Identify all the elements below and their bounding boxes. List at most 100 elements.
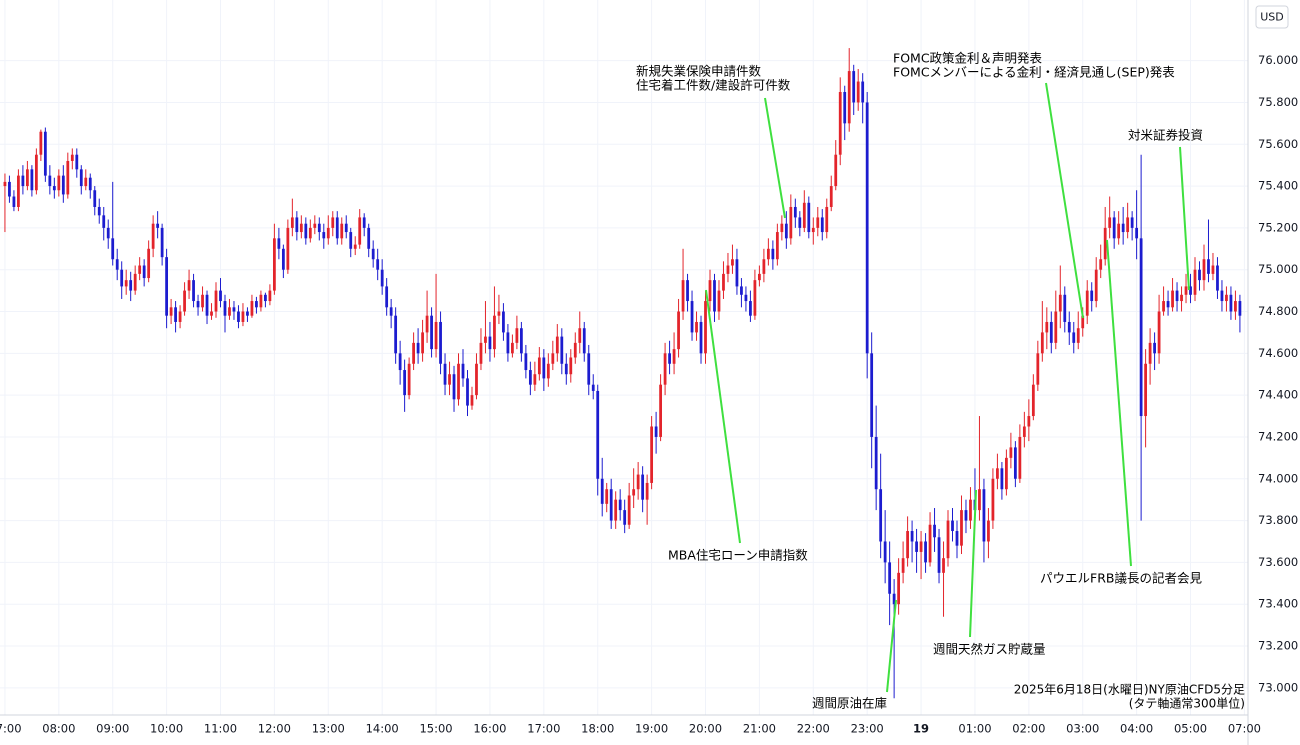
candle-body	[48, 175, 52, 187]
x-tick-label: 11:00	[204, 722, 237, 736]
y-tick-label: 74.000	[1258, 471, 1298, 485]
candle-body	[475, 363, 478, 396]
candle-body	[75, 154, 79, 170]
candle-body	[30, 169, 34, 191]
candle-body	[268, 290, 272, 302]
candle-body	[519, 328, 523, 354]
candle-body	[1072, 332, 1076, 343]
candle-body	[1220, 290, 1224, 302]
y-tick-label: 75.000	[1258, 262, 1298, 276]
y-tick-label: 75.400	[1258, 179, 1298, 193]
y-tick-label: 75.600	[1258, 137, 1298, 151]
candle-body	[479, 342, 483, 364]
candle-body	[106, 227, 110, 239]
candle-body	[856, 81, 860, 103]
candle-body	[183, 290, 186, 312]
candle-body	[829, 186, 833, 207]
candle-body	[385, 286, 389, 308]
x-tick-label: 21:00	[743, 722, 776, 736]
candle-body	[250, 301, 254, 316]
y-tick-label: 73.600	[1258, 555, 1298, 569]
candle-body	[34, 154, 38, 191]
candle-body	[960, 510, 963, 546]
candle-body	[1103, 227, 1107, 260]
candle-body	[1180, 294, 1183, 302]
candle-body	[502, 311, 505, 333]
candle-body	[448, 374, 451, 385]
candle-body	[1013, 447, 1017, 479]
candle-body	[1193, 269, 1197, 295]
candle-body	[946, 520, 950, 559]
candle-body	[277, 238, 281, 249]
candle-body	[1234, 301, 1237, 312]
candle-body	[1049, 321, 1053, 343]
candle-body	[66, 160, 70, 195]
x-tick-label: 05:00	[1174, 722, 1207, 736]
candle-body	[659, 384, 662, 437]
candle-body	[564, 363, 568, 375]
candle-body	[286, 227, 290, 270]
y-tick-label: 76.000	[1258, 53, 1298, 67]
candle-body	[1211, 265, 1215, 274]
candle-body	[421, 332, 424, 354]
candle-body	[1085, 290, 1089, 316]
candle-body	[636, 474, 640, 490]
x-tick-label: 14:00	[366, 722, 399, 736]
candle-body	[21, 175, 25, 187]
candle-body	[219, 290, 222, 302]
candle-body	[852, 71, 856, 103]
candle-body	[1153, 342, 1156, 354]
candle-body	[1207, 259, 1210, 274]
candle-body	[403, 370, 407, 396]
candle-body	[690, 301, 694, 333]
candle-body	[677, 311, 680, 350]
y-tick-label: 74.600	[1258, 346, 1298, 360]
candle-body	[883, 541, 887, 563]
candle-body	[609, 489, 613, 521]
candle-body	[1238, 301, 1242, 316]
candle-body	[470, 395, 474, 406]
candle-body	[663, 353, 667, 385]
candle-body	[331, 217, 335, 228]
candle-body	[17, 175, 20, 207]
candle-body	[443, 363, 447, 385]
candle-body	[376, 259, 380, 270]
candle-body	[798, 217, 802, 228]
x-tick-label: 20:00	[689, 722, 722, 736]
candle-body	[834, 154, 838, 187]
axes: 73.000 73.200 73.400 73.600 73.800 74.000 74.2…	[0, 53, 1298, 735]
candle-body	[766, 248, 770, 260]
candle-body	[591, 384, 595, 391]
candle-body	[775, 232, 779, 260]
annotation-text: パウエルFRB議長の記者会見	[1040, 571, 1202, 586]
candle-body	[542, 357, 546, 379]
candle-body	[1130, 217, 1134, 228]
candle-body	[371, 248, 375, 260]
candle-body	[497, 311, 501, 316]
candle-body	[1198, 269, 1201, 281]
candle-body	[232, 307, 236, 312]
candle-body	[1040, 332, 1044, 354]
candle-body	[1117, 223, 1121, 239]
candle-body	[793, 206, 797, 218]
candle-body	[12, 196, 16, 207]
candle-body	[910, 531, 914, 542]
candle-body	[699, 321, 703, 354]
candle-body	[1027, 416, 1031, 427]
candle-body	[246, 311, 249, 316]
candle-body	[641, 474, 645, 500]
candle-body	[57, 175, 61, 191]
candle-body	[618, 499, 622, 511]
candle-body	[645, 482, 649, 500]
candle-body	[1112, 217, 1116, 239]
candle-body	[178, 311, 182, 322]
candle-body	[151, 223, 155, 249]
candle-body	[1144, 363, 1148, 417]
candle-body	[192, 280, 195, 302]
candle-body	[1202, 259, 1206, 281]
x-tick-label: 22:00	[797, 722, 830, 736]
candle-body	[991, 478, 995, 521]
candle-body	[493, 315, 496, 350]
candle-body	[1229, 294, 1233, 312]
y-tick-label: 74.400	[1258, 388, 1298, 402]
